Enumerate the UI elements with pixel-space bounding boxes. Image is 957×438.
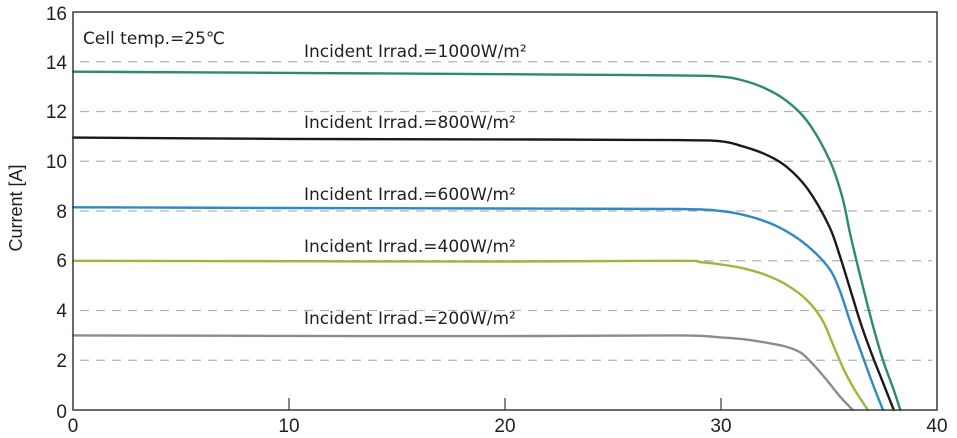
y-axis-title: Current [A]: [6, 164, 26, 251]
y-tick-label-10: 10: [46, 152, 67, 173]
y-tick-label-14: 14: [46, 53, 68, 74]
y-tick-label-0: 0: [56, 402, 67, 423]
series-label-400: Incident Irrad.=400W/m²: [304, 237, 516, 257]
series-label-1000: Incident Irrad.=1000W/m²: [304, 42, 527, 62]
series-curve-0: [71, 70, 902, 412]
x-tick-label-20: 20: [494, 416, 515, 437]
series-curve-3: [71, 259, 870, 412]
y-tick-label-2: 2: [56, 351, 67, 372]
gridlines: [80, 61, 932, 361]
x-tick-label-40: 40: [926, 416, 947, 437]
series-curve-1: [71, 136, 895, 412]
series-curve-4: [71, 334, 854, 412]
x-tick-label-0: 0: [68, 416, 79, 437]
y-tick-label-12: 12: [46, 102, 67, 123]
y-tick-label-6: 6: [56, 251, 67, 272]
x-tick-label-30: 30: [710, 416, 731, 437]
y-tick-label-4: 4: [56, 301, 67, 322]
series-curves: [71, 70, 902, 412]
x-tick-marks: [288, 398, 722, 410]
x-tick-label-10: 10: [278, 416, 299, 437]
y-tick-label-16: 16: [46, 4, 67, 25]
series-curve-2: [71, 206, 885, 412]
series-label-600: Incident Irrad.=600W/m²: [304, 185, 516, 205]
series-label-200: Incident Irrad.=200W/m²: [304, 309, 516, 329]
series-label-800: Incident Irrad.=800W/m²: [304, 113, 516, 133]
cell-temp-annotation: Cell temp.=25℃: [83, 29, 225, 49]
y-tick-label-8: 8: [56, 202, 67, 223]
